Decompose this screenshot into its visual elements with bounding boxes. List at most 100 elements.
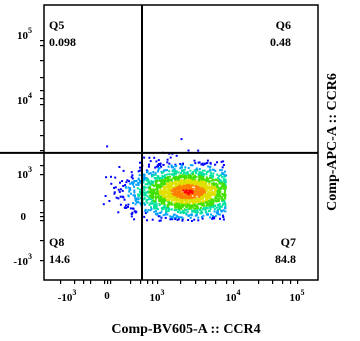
event-dot [164,216,167,219]
event-dot [216,203,219,206]
event-dot [104,195,107,197]
event-dot [176,180,179,183]
event-dot [199,209,202,211]
event-dot [110,175,112,178]
event-dot [170,178,173,181]
event-dot [179,186,181,189]
event-dot [209,165,212,168]
event-dot [212,172,215,175]
event-dot [158,197,161,200]
event-dot [181,217,184,219]
axis-tick-mark [40,60,44,62]
event-dot [194,162,197,165]
event-dot [208,191,211,194]
event-dot [177,176,180,179]
event-dot [166,195,169,198]
event-dot [144,183,147,186]
event-dot [167,209,170,212]
event-dot [130,176,133,179]
event-dot [193,200,196,202]
event-dot [187,215,190,218]
event-dot [152,180,155,183]
event-dot [161,174,164,177]
event-dot [202,197,204,200]
event-dot [175,184,178,187]
event-dot [195,185,198,187]
event-dot [143,156,146,159]
event-dot [192,203,195,205]
event-dot [155,180,158,183]
event-dot [211,168,214,171]
event-dot [189,189,192,192]
event-dot [154,173,157,176]
event-dot [129,187,131,190]
event-dot [166,169,168,172]
event-dot [212,183,215,186]
event-dot [182,180,185,183]
event-dot [205,187,208,190]
event-dot [166,191,169,194]
event-dot [214,196,217,199]
event-dot [178,216,181,219]
event-dot [217,179,220,182]
event-dot [204,193,207,196]
event-dot [175,154,178,157]
axis-tick-mark [180,280,182,284]
event-dot [173,201,176,204]
event-dot [132,202,135,204]
event-dot [156,164,159,167]
event-dot [174,204,177,207]
event-dot [159,162,162,165]
event-dot [139,181,142,184]
event-dot [164,186,167,189]
event-dot [183,196,185,199]
quadrant-q7-name: Q7 [281,235,296,249]
event-dot [160,211,163,214]
event-dot [210,173,213,176]
event-dot [175,182,177,185]
event-dot [213,187,215,190]
event-dot [152,171,155,173]
event-dot [159,177,162,180]
event-dot [162,207,165,210]
event-dot [173,185,176,188]
event-dot [153,156,156,159]
event-dot [162,193,165,196]
event-dot [190,220,193,222]
event-dot [201,169,204,172]
quadrant-q6-name: Q6 [276,18,291,32]
event-dot [193,169,196,172]
event-dot [190,181,193,184]
event-dot [130,171,133,174]
event-dot [135,183,138,186]
event-dot [198,181,201,184]
event-dot [169,156,172,159]
event-dot [162,183,165,186]
event-dot [184,193,187,196]
event-dot [182,176,185,178]
event-dot [182,189,185,192]
axis-tick-mark [40,40,44,42]
event-dot [133,191,136,194]
event-dot [165,177,168,179]
event-dot [147,165,150,168]
event-dot [144,191,147,194]
event-dot [156,184,159,187]
event-dot [183,211,186,214]
event-dot [155,192,157,195]
event-dot [192,196,195,199]
event-dot [165,192,168,195]
event-dot [213,210,216,213]
event-dot [174,196,177,199]
event-dot [144,209,147,212]
event-dot [160,165,163,168]
quadrant-q7-value: 84.8 [275,252,296,266]
event-dot [224,203,227,205]
event-dot [194,170,197,173]
event-dot [195,172,198,175]
event-dot [134,199,137,202]
event-dot [163,206,166,209]
event-dot [203,189,206,192]
event-dot [224,178,227,181]
event-dot [118,190,121,193]
